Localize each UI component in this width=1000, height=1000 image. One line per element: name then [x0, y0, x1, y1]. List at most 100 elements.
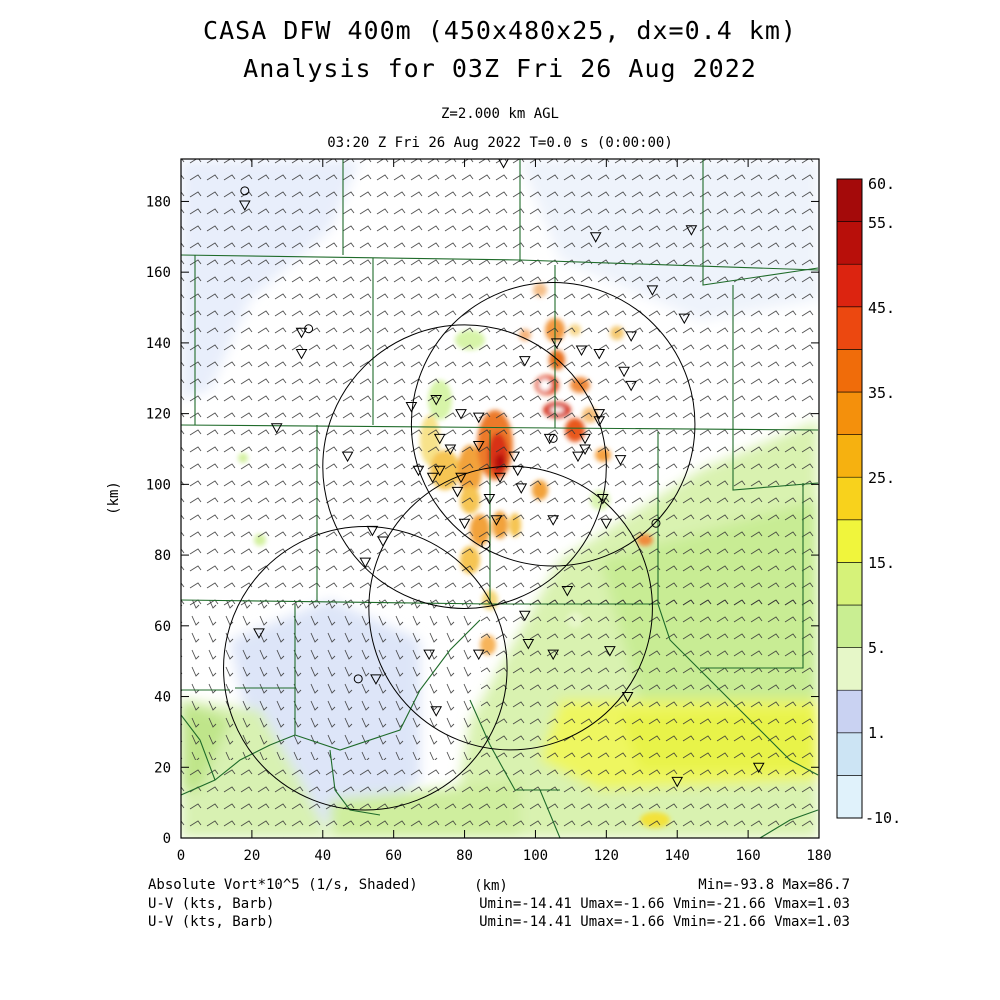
- station-triangle: [511, 465, 524, 477]
- station-triangle: [451, 486, 464, 498]
- station-triangle: [593, 416, 606, 427]
- station-triangle: [405, 402, 418, 413]
- uv-stats-1: Umin=-14.41 Umax=-1.66 Vmin=-21.66 Vmax=…: [479, 896, 850, 912]
- station-triangle: [498, 159, 509, 169]
- station-triangle: [547, 649, 560, 661]
- station-triangle: [295, 349, 308, 360]
- county-boundaries: [181, 159, 819, 838]
- station-triangle: [515, 483, 528, 494]
- x-tick-label: 40: [314, 848, 331, 864]
- station-triangle: [589, 232, 602, 243]
- barb-field-label-2: U-V (kts, Barb): [148, 914, 275, 930]
- colorbar-swatch: [836, 178, 863, 222]
- y-tick-label: 160: [146, 265, 171, 281]
- level-label: Z=2.000 km AGL: [440, 106, 559, 122]
- station-triangle: [518, 610, 531, 622]
- x-tick-label: 140: [665, 848, 690, 864]
- station-triangle: [685, 225, 698, 236]
- station-triangle: [238, 200, 251, 212]
- x-tick-label: 0: [177, 848, 185, 864]
- x-tick-label: 160: [735, 848, 760, 864]
- station-circle: [651, 518, 661, 528]
- colorbar-swatch: [836, 604, 863, 648]
- colorbar-swatch: [836, 221, 863, 265]
- colorbar-swatch: [836, 434, 863, 478]
- station-triangle: [593, 349, 606, 360]
- x-tick-label: 80: [456, 848, 473, 864]
- x-tick-label: 20: [243, 848, 260, 864]
- station-triangle: [270, 423, 283, 434]
- station-triangle: [646, 285, 659, 296]
- station-triangle: [543, 433, 556, 445]
- station-triangle: [430, 706, 443, 717]
- colorbar-swatch: [836, 476, 863, 521]
- chart-title: CASA DFW 400m (450x480x25, dx=0.4 km): [203, 16, 797, 45]
- y-tick-label: 140: [146, 336, 171, 352]
- station-triangle: [433, 465, 446, 477]
- station-triangle: [625, 380, 637, 392]
- radar-ring-4: [223, 525, 508, 811]
- plot-frame: [180, 158, 820, 839]
- station-triangle: [572, 451, 584, 463]
- station-triangle: [433, 433, 446, 445]
- colorbar-label: 60.: [868, 175, 895, 193]
- station-triangle: [678, 313, 691, 325]
- x-tick-label: 100: [523, 848, 548, 864]
- station-triangle: [455, 472, 467, 484]
- station-triangle: [366, 525, 379, 537]
- station-triangle: [341, 451, 354, 463]
- shaded-field: [181, 159, 819, 838]
- station-triangle: [614, 455, 627, 466]
- barb-field-label-1: U-V (kts, Barb): [148, 896, 275, 912]
- station-triangle: [671, 776, 684, 788]
- colorbar-label: 15.: [868, 554, 895, 572]
- station-triangle: [423, 649, 435, 661]
- y-axis-title: (km): [106, 481, 122, 515]
- station-triangle: [618, 366, 630, 378]
- colorbar-swatch: [836, 562, 863, 606]
- y-tick-label: 80: [154, 548, 171, 564]
- time-label: 03:20 Z Fri 26 Aug 2022 T=0.0 s (0:00:00…: [327, 135, 673, 151]
- y-tick-label: 0: [163, 831, 171, 847]
- uv-stats-2: Umin=-14.41 Umax=-1.66 Vmin=-21.66 Vmax=…: [479, 914, 850, 930]
- station-triangle: [621, 692, 634, 703]
- station-triangle: [377, 536, 389, 547]
- y-tick-label: 120: [146, 407, 171, 423]
- colorbar-frame: [836, 178, 863, 819]
- colorbar-label: 1.: [868, 724, 886, 742]
- x-tick-label: 120: [594, 848, 619, 864]
- station-circle: [240, 186, 250, 196]
- station-triangle: [593, 409, 606, 420]
- station-triangle: [561, 585, 574, 597]
- station-triangle: [752, 762, 765, 774]
- station-triangle: [547, 515, 560, 526]
- y-tick-label: 40: [154, 690, 171, 706]
- station-triangle: [458, 518, 471, 530]
- station-circle: [304, 324, 314, 334]
- station-triangle: [359, 557, 372, 569]
- station-triangle: [412, 465, 425, 477]
- station-triangle: [596, 494, 609, 505]
- station-triangle: [472, 412, 485, 424]
- station-triangle: [472, 649, 485, 661]
- colorbar-label: 35.: [868, 384, 895, 402]
- station-triangle: [430, 394, 443, 406]
- colorbar-label: 55.: [868, 214, 895, 232]
- station-triangle: [444, 444, 457, 456]
- station-triangle: [426, 472, 439, 484]
- radar-ring-1: [410, 281, 696, 567]
- x-axis: 0 20 40 60 80 100 120 140 160 180: [177, 159, 832, 864]
- colorbar: 60. 55. 45. 35. 25. 15. 5. 1. -10.: [836, 175, 901, 827]
- station-circle: [353, 674, 363, 684]
- y-tick-label: 100: [146, 477, 171, 493]
- colorbar-swatch: [836, 349, 863, 393]
- x-tick-label: 180: [806, 848, 831, 864]
- radar-ring-2: [322, 324, 607, 609]
- station-triangle: [483, 494, 496, 505]
- colorbar-label: 5.: [868, 639, 886, 657]
- station-triangle: [579, 433, 591, 445]
- colorbar-swatch: [836, 775, 863, 819]
- station-circle: [548, 433, 558, 443]
- y-tick-label: 180: [146, 194, 171, 210]
